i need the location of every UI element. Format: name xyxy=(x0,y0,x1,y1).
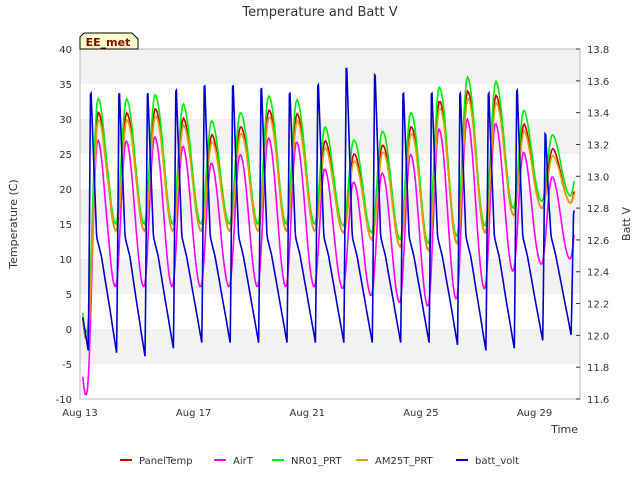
legend: PanelTemp AirT NR01_PRT AM25T_PRT batt_volt xyxy=(120,456,519,467)
grid-band xyxy=(80,329,580,364)
x-tick: Aug 21 xyxy=(290,408,325,419)
y-tick-right: 12.2 xyxy=(587,300,609,311)
chart-title: Temperature and Batt V xyxy=(241,5,397,20)
legend-label: AirT xyxy=(233,456,254,467)
x-axis: Aug 13 Aug 17 Aug 21 Aug 25 Aug 29 xyxy=(62,408,552,419)
grid-band xyxy=(80,294,580,329)
legend-label: NR01_PRT xyxy=(291,456,342,467)
series-line-airt xyxy=(82,117,575,396)
x-tick: Aug 13 xyxy=(62,408,97,419)
x-tick: Aug 17 xyxy=(176,408,211,419)
y-tick-left: 5 xyxy=(66,290,72,301)
station-badge-label: EE_met xyxy=(86,36,131,49)
y-tick-left: 30 xyxy=(59,115,72,126)
series-line-am25t_prt xyxy=(82,97,575,342)
x-axis-label: Time xyxy=(550,423,578,436)
y-tick-left: 35 xyxy=(59,80,72,91)
y-tick-right: 12.0 xyxy=(587,331,609,342)
y-tick-right: 11.6 xyxy=(587,395,609,406)
y-tick-left: 40 xyxy=(59,45,72,56)
y-tick-right: 12.4 xyxy=(587,268,609,279)
y-axis-right: 11.6 11.8 12.0 12.2 12.4 12.6 12.8 13.0 13.2 13.4… xyxy=(576,45,609,406)
plot-frame xyxy=(79,48,581,400)
plot-background-bands xyxy=(80,49,580,399)
grid-band xyxy=(80,84,580,119)
y-tick-right: 13.2 xyxy=(587,140,609,151)
y-tick-right: 13.4 xyxy=(587,109,609,120)
grid-band xyxy=(80,224,580,259)
y-tick-right: 12.6 xyxy=(587,236,609,247)
y-tick-right: 12.8 xyxy=(587,204,609,215)
series-lines xyxy=(82,67,575,396)
station-badge: EE_met xyxy=(79,32,139,50)
series-line-batt_volt xyxy=(82,67,575,357)
station-badge-box xyxy=(79,32,139,50)
x-tick: Aug 29 xyxy=(517,408,552,419)
y-axis-left: -10 -5 0 5 10 15 20 25 30 35 40 xyxy=(56,45,72,406)
y-tick-left: -5 xyxy=(62,360,72,371)
y-axis-left-label: Temperature (C) xyxy=(7,179,20,269)
y-tick-right: 11.8 xyxy=(587,363,609,374)
y-tick-right: 13.0 xyxy=(587,172,609,183)
grid-band xyxy=(80,49,580,84)
y-tick-left: 20 xyxy=(59,185,72,196)
y-tick-right: 13.6 xyxy=(587,77,609,88)
legend-label: PanelTemp xyxy=(139,456,193,467)
y-tick-left: 25 xyxy=(59,150,72,161)
y-tick-left: 15 xyxy=(59,220,72,231)
y-axis-right-label: Batt V xyxy=(620,207,633,241)
legend-label: AM25T_PRT xyxy=(375,456,434,467)
y-tick-right: 13.8 xyxy=(587,45,609,56)
legend-label: batt_volt xyxy=(475,456,519,467)
y-tick-left: 10 xyxy=(59,255,72,266)
y-tick-left: -10 xyxy=(56,395,72,406)
x-tick: Aug 25 xyxy=(403,408,438,419)
y-tick-left: 0 xyxy=(66,325,72,336)
grid-band xyxy=(80,364,580,399)
